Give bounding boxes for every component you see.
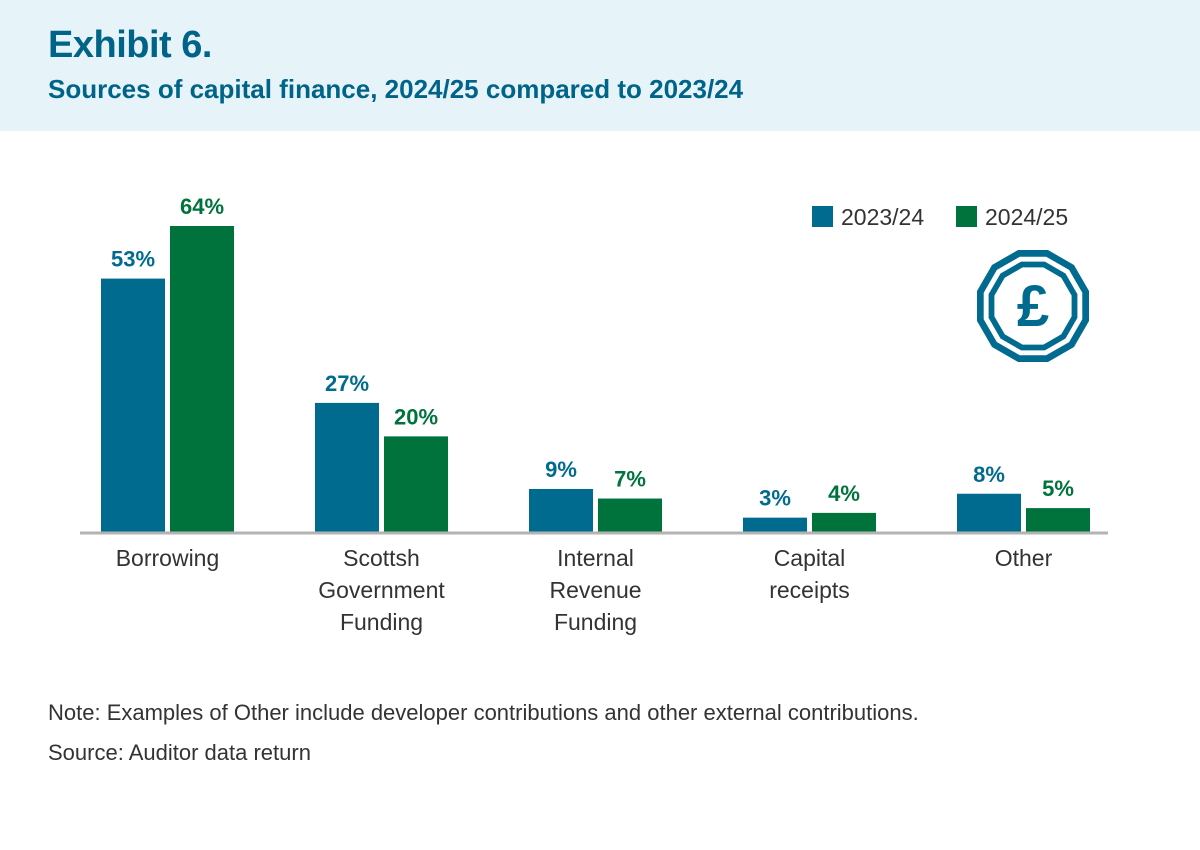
bar-2023-24-2: [529, 488, 593, 532]
legend-label: 2024/25: [985, 204, 1068, 230]
coin-face: [994, 267, 1072, 345]
bar-2024-25-0: [170, 226, 234, 532]
value-label: 4%: [828, 481, 860, 506]
chart-source: Source: Auditor data return: [48, 740, 311, 765]
bar-2023-24-4: [957, 493, 1021, 532]
category-label: Borrowing: [116, 545, 220, 571]
exhibit-number: Exhibit 6.: [48, 24, 212, 66]
value-label: 27%: [325, 371, 369, 396]
legend-swatch: [956, 206, 977, 227]
bar-2024-25-2: [598, 498, 662, 532]
legend-swatch: [812, 206, 833, 227]
pound-coin-icon: £: [977, 250, 1089, 362]
value-label: 5%: [1042, 476, 1074, 501]
chart-note: Note: Examples of Other include develope…: [48, 700, 919, 725]
value-label: 9%: [545, 457, 577, 482]
category-label: Other: [995, 545, 1053, 571]
value-label: 64%: [180, 194, 224, 219]
pound-symbol: £: [1017, 274, 1049, 339]
bars-group: [101, 226, 1090, 532]
bar-2024-25-3: [812, 512, 876, 532]
category-label: Capital receipts: [769, 545, 850, 603]
value-labels-group: 53% 64% 27% 20% 9% 7% 3% 4% 8% 5%: [111, 194, 1074, 511]
value-label: 7%: [614, 467, 646, 492]
header-band: Exhibit 6. Sources of capital finance, 2…: [0, 0, 1200, 131]
value-label: 3%: [759, 486, 791, 511]
bar-2023-24-3: [743, 517, 807, 532]
bar-2023-24-0: [101, 278, 165, 532]
value-label: 8%: [973, 462, 1005, 487]
value-label: 20%: [394, 404, 438, 429]
bar-2023-24-1: [315, 402, 379, 532]
bar-2024-25-4: [1026, 508, 1090, 532]
category-labels-group: Borrowing Scottsh Government Funding Interna…: [116, 545, 1053, 635]
legend: 2023/24 2024/25: [812, 204, 1068, 230]
chart-title: Sources of capital finance, 2024/25 comp…: [48, 74, 744, 104]
category-label: Internal Revenue Funding: [549, 545, 641, 635]
category-label: Scottsh Government Funding: [318, 545, 445, 635]
legend-label: 2023/24: [841, 204, 924, 230]
value-label: 53%: [111, 247, 155, 272]
bar-2024-25-1: [384, 436, 448, 532]
